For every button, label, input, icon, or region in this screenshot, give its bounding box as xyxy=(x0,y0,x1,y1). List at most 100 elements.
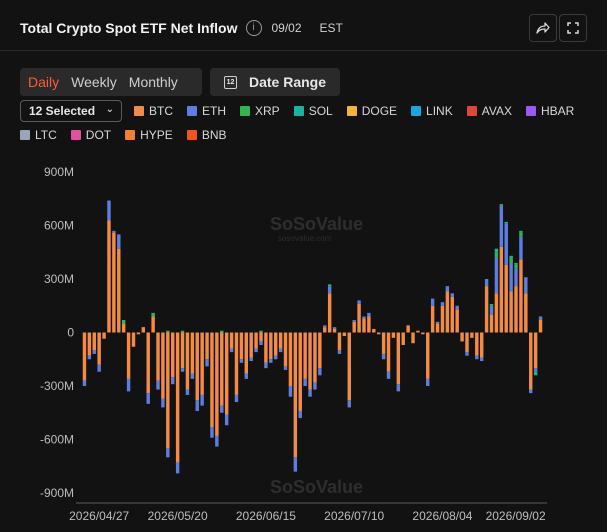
bar-segment-eth[interactable] xyxy=(357,300,361,304)
bar-segment-eth[interactable] xyxy=(347,400,351,408)
bar-segment-btc[interactable] xyxy=(190,332,195,374)
bar-segment-btc[interactable] xyxy=(278,332,283,349)
bar-segment-eth[interactable] xyxy=(514,268,518,287)
bar-segment-btc[interactable] xyxy=(151,316,155,333)
legend-item-avax[interactable]: AVAX xyxy=(466,104,512,118)
bar-segment-btc[interactable] xyxy=(489,314,494,333)
bar-segment-eth[interactable] xyxy=(504,223,508,265)
bar-segment-btc[interactable] xyxy=(146,332,150,394)
legend-item-btc[interactable]: BTC xyxy=(134,104,173,118)
bar-segment-btc[interactable] xyxy=(386,332,391,372)
bar-segment-btc[interactable] xyxy=(337,332,342,351)
bar-segment-eth[interactable] xyxy=(524,277,528,294)
bar-segment-eth[interactable] xyxy=(318,368,322,376)
bar-segment-btc[interactable] xyxy=(136,332,141,335)
bar-segment-btc[interactable] xyxy=(131,332,136,347)
bar-segment-eth[interactable] xyxy=(126,378,131,392)
bar-segment-eth[interactable] xyxy=(445,286,450,292)
bar-segment-eth[interactable] xyxy=(367,312,371,317)
bar-segment-btc[interactable] xyxy=(175,332,180,463)
bar-segment-eth[interactable] xyxy=(430,298,435,306)
bar-segment-btc[interactable] xyxy=(102,332,106,339)
bar-segment-xrp[interactable] xyxy=(121,320,126,324)
bar-segment-sol[interactable] xyxy=(519,230,523,233)
bar-segment-eth[interactable] xyxy=(166,448,170,458)
legend-item-eth[interactable]: ETH xyxy=(187,104,226,118)
bar-segment-btc[interactable] xyxy=(126,332,131,379)
bar-segment-eth[interactable] xyxy=(298,410,302,419)
bar-segment-btc[interactable] xyxy=(519,259,523,333)
bar-segment-eth[interactable] xyxy=(323,325,327,328)
bar-segment-xrp[interactable] xyxy=(514,264,518,269)
bar-segment-btc[interactable] xyxy=(376,332,381,335)
bar-segment-eth[interactable] xyxy=(112,230,116,233)
bar-segment-xrp[interactable] xyxy=(259,330,263,333)
bar-segment-eth[interactable] xyxy=(190,373,195,379)
bar-segment-btc[interactable] xyxy=(538,320,543,333)
bar-segment-eth[interactable] xyxy=(264,362,268,369)
legend-item-dot[interactable]: DOT xyxy=(70,128,111,142)
bar-segment-btc[interactable] xyxy=(249,332,253,358)
bar-segment-btc[interactable] xyxy=(347,332,351,401)
bar-segment-sol[interactable] xyxy=(514,262,518,265)
bar-segment-btc[interactable] xyxy=(107,220,111,333)
bar-segment-eth[interactable] xyxy=(185,389,190,395)
bar-segment-btc[interactable] xyxy=(318,332,322,369)
bar-segment-eth[interactable] xyxy=(200,394,204,406)
bar-segment-btc[interactable] xyxy=(416,330,420,333)
bar-segment-eth[interactable] xyxy=(533,368,538,372)
bar-segment-btc[interactable] xyxy=(499,246,504,333)
bar-segment-btc[interactable] xyxy=(533,332,538,369)
bar-segment-eth[interactable] xyxy=(313,382,317,390)
bar-segment-eth[interactable] xyxy=(494,257,499,294)
bar-segment-eth[interactable] xyxy=(450,293,454,297)
bar-segment-btc[interactable] xyxy=(210,332,214,428)
bar-segment-btc[interactable] xyxy=(259,332,263,342)
bar-segment-btc[interactable] xyxy=(229,332,234,349)
bar-segment-btc[interactable] xyxy=(396,332,401,385)
bar-segment-btc[interactable] xyxy=(224,332,229,415)
bar-segment-btc[interactable] xyxy=(117,248,121,333)
bar-segment-btc[interactable] xyxy=(200,332,204,395)
bar-segment-eth[interactable] xyxy=(161,398,165,408)
share-button[interactable] xyxy=(529,14,557,42)
bar-segment-btc[interactable] xyxy=(327,293,332,333)
bar-segment-btc[interactable] xyxy=(421,332,425,335)
bar-segment-btc[interactable] xyxy=(470,332,474,338)
bar-segment-btc[interactable] xyxy=(156,332,160,381)
bar-segment-eth[interactable] xyxy=(180,368,185,372)
bar-segment-eth[interactable] xyxy=(224,414,229,426)
bar-segment-eth[interactable] xyxy=(254,348,258,353)
bar-segment-eth[interactable] xyxy=(455,305,459,310)
bar-segment-eth[interactable] xyxy=(117,234,121,249)
bar-segment-btc[interactable] xyxy=(323,327,327,333)
bar-segment-eth[interactable] xyxy=(426,378,430,386)
bar-segment-xrp[interactable] xyxy=(180,330,185,333)
asset-select[interactable]: 12 Selected ⌄ xyxy=(20,100,122,122)
bar-segment-btc[interactable] xyxy=(185,332,190,390)
bar-segment-xrp[interactable] xyxy=(220,330,224,333)
bar-segment-btc[interactable] xyxy=(484,286,489,333)
bar-segment-btc[interactable] xyxy=(460,332,464,342)
bar-segment-btc[interactable] xyxy=(269,332,273,360)
bar-segment-btc[interactable] xyxy=(435,323,440,333)
bar-segment-sol[interactable] xyxy=(494,248,499,253)
bar-segment-btc[interactable] xyxy=(215,332,219,436)
bar-segment-btc[interactable] xyxy=(254,332,258,349)
bar-segment-btc[interactable] xyxy=(367,316,371,333)
bar-segment-btc[interactable] xyxy=(87,332,92,356)
bar-segment-btc[interactable] xyxy=(514,286,518,333)
bar-segment-btc[interactable] xyxy=(166,332,170,449)
bar-segment-btc[interactable] xyxy=(529,332,533,390)
bar-segment-btc[interactable] xyxy=(450,296,454,333)
bar-segment-eth[interactable] xyxy=(465,352,469,356)
bar-segment-btc[interactable] xyxy=(293,332,298,458)
bar-segment-btc[interactable] xyxy=(455,309,459,333)
bar-segment-btc[interactable] xyxy=(112,232,116,333)
bar-segment-eth[interactable] xyxy=(146,393,150,404)
legend-item-link[interactable]: LINK xyxy=(411,104,453,118)
bar-segment-sol[interactable] xyxy=(504,221,508,224)
date-range-button[interactable]: 12 Date Range xyxy=(210,68,340,96)
bar-segment-eth[interactable] xyxy=(479,357,484,362)
legend-item-ltc[interactable]: LTC xyxy=(20,128,57,142)
